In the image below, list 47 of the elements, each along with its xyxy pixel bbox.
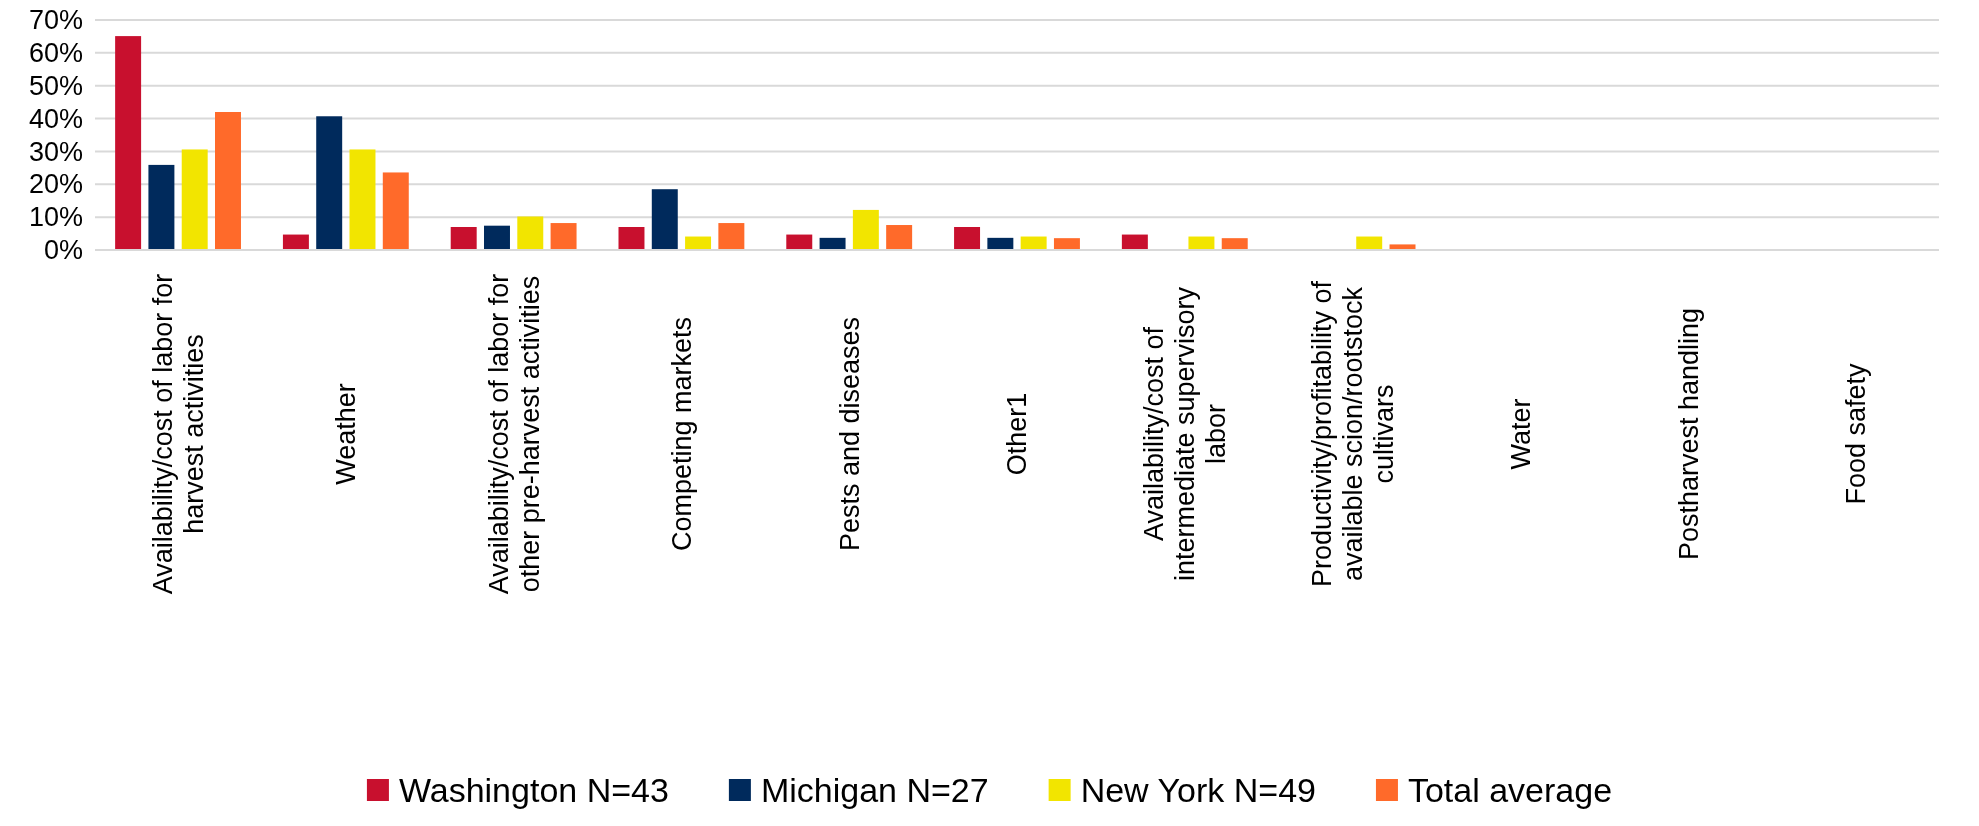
y-tick-label: 70% — [28, 5, 83, 36]
x-tick-label: Availability/cost of intermediate supervisory labor — [1139, 286, 1232, 582]
bar — [181, 149, 208, 250]
x-tick-label: Food safety — [1841, 362, 1872, 505]
bar — [282, 234, 309, 250]
x-tick-label: Weather — [331, 383, 362, 485]
bar — [718, 223, 745, 250]
bar — [954, 227, 981, 250]
x-tick-label: Other1 — [1002, 392, 1033, 476]
bar — [484, 225, 510, 250]
bar — [517, 216, 544, 250]
x-tick-label: Postharvest handling — [1673, 307, 1704, 561]
legend-label: Washington N=43 — [398, 771, 669, 809]
bar — [886, 225, 913, 250]
x-tick-label: Pests and diseases — [834, 316, 865, 552]
y-tick-label: 50% — [28, 70, 83, 101]
x-tick-label: Productivity/profitability of available scion/rootstock cultivars — [1307, 280, 1400, 588]
bar — [1221, 238, 1248, 250]
legend-label: Total average — [1407, 771, 1613, 809]
legend-label: Michigan N=27 — [760, 771, 989, 809]
y-tick-label: 60% — [28, 38, 83, 68]
y-tick-label: 10% — [28, 202, 83, 233]
bar — [852, 209, 879, 250]
bar — [1121, 234, 1148, 250]
bar — [316, 116, 343, 250]
x-tick-label: Competing markets — [666, 316, 697, 552]
bar — [349, 149, 376, 250]
bar — [215, 112, 241, 250]
y-tick-label: 30% — [28, 136, 83, 167]
bar — [819, 237, 846, 250]
bar — [382, 172, 409, 250]
x-tick-label: Availability/cost of labor for other pre-harvest activities — [483, 273, 545, 595]
x-tick-label: Water — [1505, 398, 1536, 470]
bar — [1053, 238, 1080, 250]
bar — [618, 227, 645, 250]
bar — [450, 227, 477, 250]
bar — [148, 164, 175, 250]
legend-label: New York N=49 — [1080, 771, 1316, 809]
bar — [987, 237, 1014, 250]
y-tick-label: 20% — [28, 169, 83, 200]
bar — [550, 223, 577, 250]
x-tick-label: Availability/cost of labor for harvest activities — [148, 273, 210, 595]
bar — [786, 234, 813, 250]
y-tick-label: 40% — [28, 103, 83, 134]
bar — [651, 189, 678, 250]
y-tick-label: 0% — [43, 235, 83, 266]
bar — [115, 36, 142, 250]
